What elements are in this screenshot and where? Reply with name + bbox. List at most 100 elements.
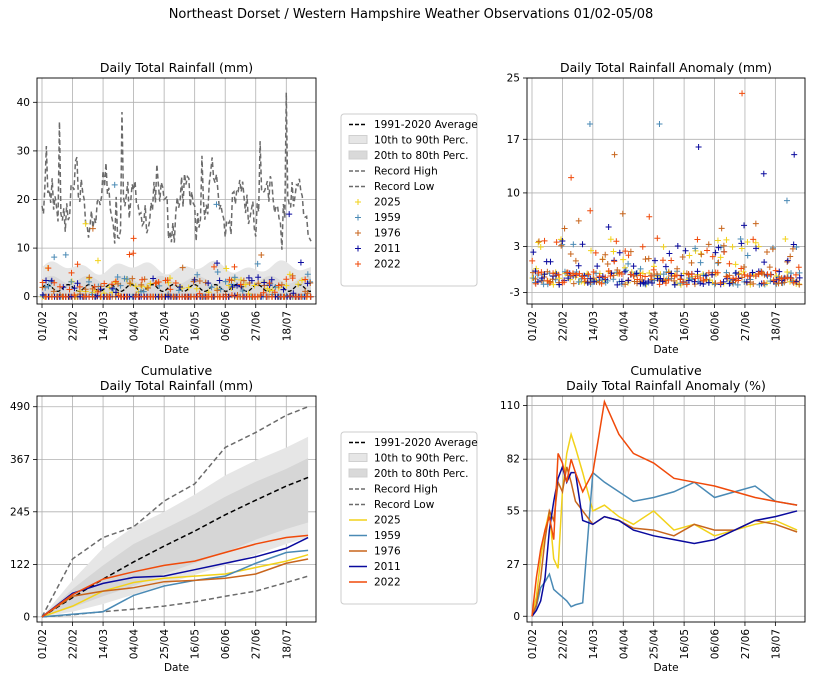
x-tick-label: 14/03 [98, 311, 110, 341]
marker-2022 [123, 293, 130, 300]
marker-2025 [729, 243, 736, 250]
x-axis-label: Date [164, 344, 189, 356]
marker-2011 [668, 270, 675, 277]
marker-2022 [106, 293, 113, 300]
chart-title: Daily Total Rainfall Anomaly (mm) [560, 60, 772, 75]
marker-1976 [570, 280, 577, 287]
marker-1959 [110, 286, 117, 293]
marker-1959 [570, 241, 577, 248]
marker-1959 [692, 245, 699, 252]
marker-2025 [144, 284, 151, 291]
x-tick-label: 18/07 [281, 311, 293, 341]
marker-2011 [618, 278, 625, 285]
x-tick-label: 16/05 [679, 311, 691, 341]
marker-2011 [94, 292, 101, 299]
legend-label: Record Low [374, 499, 435, 511]
marker-2022 [755, 270, 762, 277]
marker-2022 [758, 269, 765, 276]
marker-2025 [283, 282, 290, 289]
marker-2022 [237, 281, 244, 288]
marker-2022 [172, 280, 179, 287]
marker-2025 [744, 239, 751, 246]
marker-2011 [39, 291, 46, 298]
marker-2022 [739, 90, 746, 97]
marker-2022 [625, 252, 632, 259]
chart-cumulative-anomaly: 01/02 22/02 14/03 04/04 25/04 16/05 06/06 27/06… [500, 363, 806, 674]
x-tick-label: 25/04 [159, 311, 171, 342]
marker-2025 [752, 239, 759, 246]
x-tick-label: 06/06 [220, 629, 232, 660]
marker-2022 [298, 293, 305, 300]
marker-1976 [796, 281, 803, 288]
legend-label: 1976 [374, 228, 401, 240]
legend-frame [340, 113, 478, 287]
marker-2022 [704, 247, 711, 254]
marker-2022 [642, 273, 649, 280]
marker-1959 [222, 278, 229, 285]
marker-2025 [251, 282, 258, 289]
marker-1959 [213, 201, 220, 208]
marker-2022 [618, 270, 625, 277]
marker-2022 [170, 293, 177, 300]
marker-2022 [529, 257, 536, 264]
marker-2011 [587, 275, 594, 282]
marker-1976 [789, 245, 796, 252]
marker-2022 [656, 281, 663, 288]
marker-2011 [216, 277, 223, 284]
marker-1959 [783, 197, 790, 204]
marker-2011 [621, 268, 628, 275]
marker-1959 [239, 287, 246, 294]
marker-1959 [767, 278, 774, 285]
marker-2025 [717, 254, 724, 261]
marker-2022 [139, 276, 146, 283]
marker-2022 [39, 279, 46, 286]
marker-2022 [234, 293, 241, 300]
marker-2022 [302, 276, 309, 283]
marker-2025 [193, 285, 200, 292]
series-line-2022 [41, 534, 309, 618]
marker-2011 [71, 285, 78, 292]
axes-frame [526, 395, 806, 623]
marker-1976 [129, 275, 136, 282]
marker-2025 [550, 281, 557, 288]
average-line [41, 283, 312, 293]
marker-1976 [653, 271, 660, 278]
marker-1976 [86, 274, 93, 281]
y-tick-label: 27 [507, 559, 520, 571]
x-tick-label: 01/02 [527, 629, 539, 659]
marker-2022 [211, 263, 218, 270]
marker-2011 [68, 293, 75, 300]
marker-2022 [650, 266, 657, 273]
x-tick-label: 16/05 [190, 629, 202, 659]
marker-1976 [214, 287, 221, 294]
marker-2025 [298, 277, 305, 284]
legend-frame [340, 431, 478, 605]
marker-2022 [196, 290, 203, 297]
marker-2011 [280, 286, 287, 293]
marker-2022 [605, 268, 612, 275]
marker-2022 [654, 235, 661, 242]
marker-1976 [567, 250, 574, 257]
legend-top: 1991-2020 Average 10th to 90th Perc. 20th … [340, 113, 478, 287]
marker-2011 [695, 143, 702, 150]
marker-1959 [793, 244, 800, 251]
marker-1959 [111, 181, 118, 188]
marker-1959 [156, 282, 163, 289]
marker-2022 [266, 280, 273, 287]
y-tick-label: 55 [507, 505, 520, 517]
marker-2022 [280, 293, 287, 300]
marker-2011 [790, 241, 797, 248]
marker-2022 [790, 279, 797, 286]
x-tick-label: 16/05 [679, 629, 691, 659]
marker-2022 [71, 292, 78, 299]
marker-1976 [179, 264, 186, 271]
marker-2011 [738, 240, 745, 247]
marker-2022 [738, 265, 745, 272]
legend-label: 10th to 90th Perc. [374, 453, 468, 465]
marker-1959 [633, 270, 640, 277]
marker-2022 [101, 280, 108, 287]
y-tick-label: 0 [23, 611, 30, 623]
legend-label: 1959 [374, 530, 401, 542]
marker-1976 [50, 288, 57, 295]
marker-2025 [607, 236, 614, 243]
